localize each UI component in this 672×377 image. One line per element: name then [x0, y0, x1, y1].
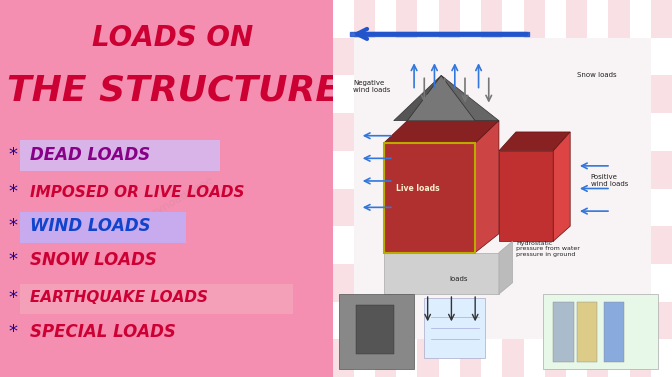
- Text: *: *: [9, 217, 17, 235]
- Polygon shape: [499, 151, 553, 241]
- Text: syno
adtome.com: syno adtome.com: [443, 186, 507, 229]
- Bar: [608, 0, 630, 38]
- Bar: [587, 339, 608, 377]
- Bar: [650, 339, 672, 377]
- Text: DEAD LOADS: DEAD LOADS: [30, 146, 150, 164]
- Bar: [333, 151, 354, 188]
- Bar: [650, 75, 672, 113]
- Bar: [354, 339, 375, 377]
- Polygon shape: [384, 253, 499, 294]
- Bar: [650, 151, 672, 188]
- Bar: [375, 339, 396, 377]
- Text: *: *: [9, 146, 17, 164]
- Text: SNOW LOADS: SNOW LOADS: [30, 251, 157, 269]
- Bar: [460, 339, 481, 377]
- Bar: [333, 38, 354, 75]
- Bar: [20, 284, 293, 314]
- Bar: [333, 302, 354, 339]
- Bar: [333, 75, 354, 113]
- Text: Negative
wind loads: Negative wind loads: [353, 80, 390, 93]
- Bar: [650, 113, 672, 151]
- Bar: [396, 0, 417, 38]
- Text: Live loads: Live loads: [396, 184, 439, 193]
- Polygon shape: [407, 75, 475, 121]
- Bar: [354, 0, 375, 38]
- Polygon shape: [499, 241, 513, 294]
- Polygon shape: [442, 75, 499, 121]
- Bar: [566, 339, 587, 377]
- Bar: [587, 0, 608, 38]
- Bar: [333, 339, 354, 377]
- Bar: [553, 302, 574, 362]
- Bar: [333, 113, 354, 151]
- Text: LOADS ON: LOADS ON: [92, 24, 253, 52]
- Polygon shape: [499, 132, 570, 151]
- Bar: [384, 143, 475, 253]
- Bar: [333, 188, 354, 226]
- Bar: [502, 339, 523, 377]
- Bar: [354, 38, 650, 339]
- Text: *: *: [9, 183, 17, 201]
- Text: Snow loads: Snow loads: [577, 72, 617, 78]
- Bar: [545, 0, 566, 38]
- Text: THE STRUCTURES: THE STRUCTURES: [7, 74, 366, 107]
- Text: IMPOSED OR LIVE LOADS: IMPOSED OR LIVE LOADS: [30, 185, 245, 200]
- Bar: [630, 339, 650, 377]
- Bar: [650, 264, 672, 302]
- Text: EARTHQUAKE LOADS: EARTHQUAKE LOADS: [30, 290, 208, 305]
- Bar: [650, 188, 672, 226]
- Bar: [630, 0, 650, 38]
- Bar: [577, 302, 597, 362]
- Bar: [566, 0, 587, 38]
- Bar: [333, 264, 354, 302]
- Bar: [439, 339, 460, 377]
- Bar: [650, 0, 672, 38]
- Bar: [650, 38, 672, 75]
- Bar: [481, 0, 502, 38]
- Polygon shape: [475, 121, 499, 253]
- Text: WIND LOADS: WIND LOADS: [30, 217, 151, 235]
- Bar: [523, 339, 545, 377]
- Polygon shape: [394, 75, 442, 121]
- Bar: [460, 0, 481, 38]
- Bar: [439, 0, 460, 38]
- Bar: [333, 0, 354, 38]
- Bar: [417, 0, 439, 38]
- Polygon shape: [384, 121, 499, 143]
- Polygon shape: [356, 305, 394, 354]
- Bar: [502, 0, 523, 38]
- Bar: [543, 294, 659, 369]
- Bar: [545, 339, 566, 377]
- Bar: [20, 140, 220, 171]
- Polygon shape: [384, 143, 475, 253]
- Text: synoadtome: synoadtome: [151, 175, 216, 218]
- Text: *: *: [9, 289, 17, 307]
- Text: *: *: [9, 251, 17, 269]
- Text: loads: loads: [449, 276, 468, 282]
- Bar: [424, 298, 485, 358]
- Bar: [375, 0, 396, 38]
- Bar: [650, 226, 672, 264]
- Bar: [20, 212, 186, 243]
- Bar: [523, 0, 545, 38]
- Bar: [604, 302, 624, 362]
- Bar: [608, 339, 630, 377]
- Text: Hydrostatic
pressure from water
pressure in ground: Hydrostatic pressure from water pressure…: [516, 241, 580, 257]
- Bar: [396, 339, 417, 377]
- Polygon shape: [553, 132, 570, 241]
- Bar: [333, 226, 354, 264]
- Bar: [650, 302, 672, 339]
- Text: SPECIAL LOADS: SPECIAL LOADS: [30, 323, 176, 341]
- Bar: [339, 294, 414, 369]
- Bar: [481, 339, 502, 377]
- Text: Positive
wind loads: Positive wind loads: [591, 175, 628, 187]
- Text: *: *: [9, 323, 17, 341]
- Bar: [417, 339, 439, 377]
